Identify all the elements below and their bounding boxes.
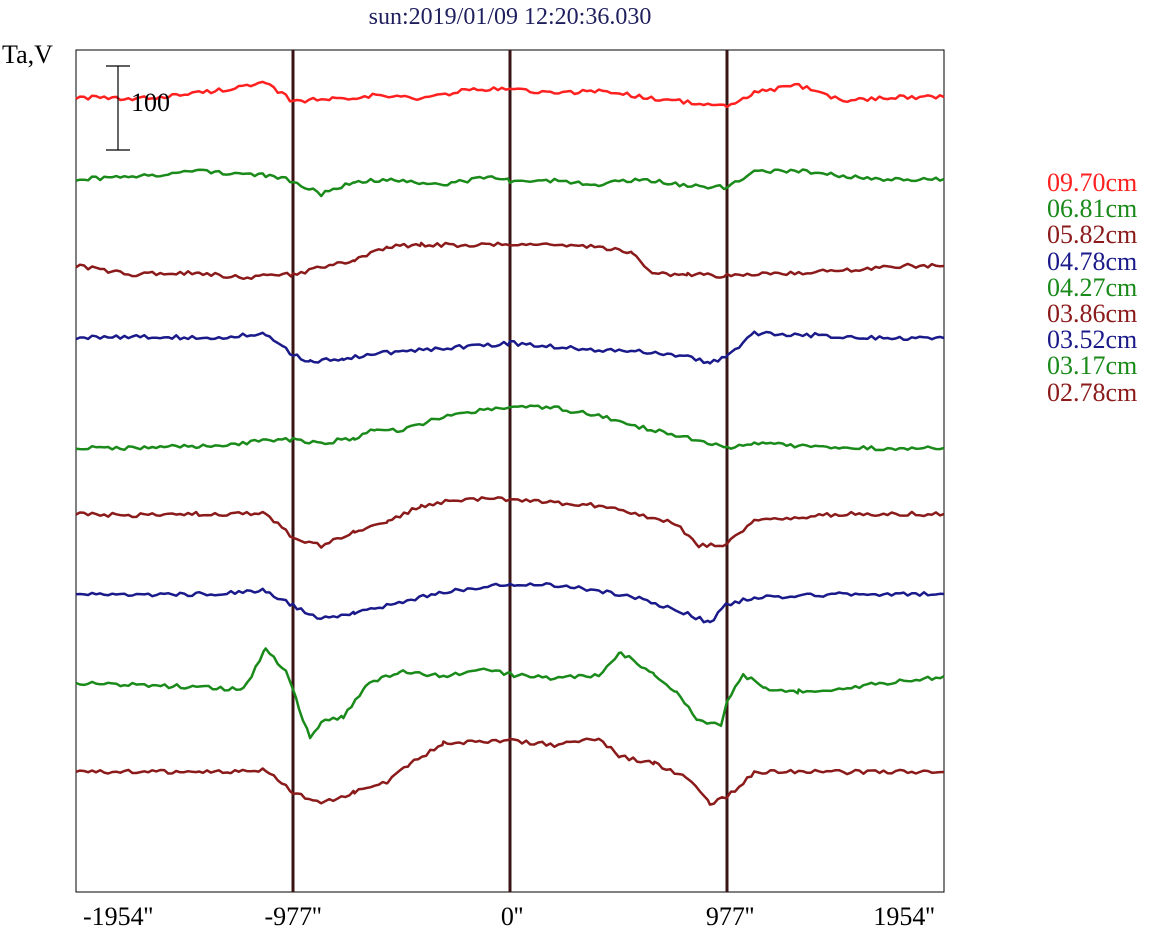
- legend-item: 03.17cm: [1047, 351, 1138, 381]
- legend-item: 05.82cm: [1047, 220, 1138, 250]
- chart-title: sun:2019/01/09 12:20:36.030: [368, 4, 652, 30]
- legend-item: 03.86cm: [1047, 299, 1138, 329]
- series-line-03.17cm: [75, 647, 945, 740]
- series-line-03.86cm: [75, 496, 945, 549]
- legend: 09.70cm 06.81cm 05.82cm 04.78cm 04.27cm …: [1047, 168, 1138, 407]
- scale-bar: [106, 65, 130, 151]
- series-line-09.70cm: [75, 80, 945, 109]
- scale-bar-label: 100: [131, 88, 170, 117]
- legend-item: 04.78cm: [1047, 246, 1138, 276]
- y-axis-label: Ta,V: [2, 40, 53, 69]
- vertical-markers: [291, 50, 729, 892]
- series-line-02.78cm: [75, 737, 945, 806]
- legend-item: 06.81cm: [1047, 194, 1138, 224]
- x-tick-label: -977'': [264, 902, 322, 931]
- series-line-04.78cm: [75, 330, 945, 365]
- legend-item: 09.70cm: [1047, 168, 1138, 197]
- series-line-03.52cm: [75, 582, 945, 624]
- legend-item: 03.52cm: [1047, 325, 1138, 355]
- series-line-05.82cm: [75, 241, 945, 281]
- x-tick-label: 1954'': [873, 902, 935, 931]
- x-tick-label: -1954'': [82, 902, 154, 931]
- x-tick-label: 977'': [705, 902, 755, 931]
- series-line-04.27cm: [75, 404, 945, 452]
- x-tick-label: 0'': [500, 902, 524, 931]
- series-group: [75, 80, 945, 806]
- legend-item: 02.78cm: [1047, 377, 1138, 407]
- legend-item: 04.27cm: [1047, 272, 1138, 302]
- series-line-06.81cm: [75, 168, 945, 198]
